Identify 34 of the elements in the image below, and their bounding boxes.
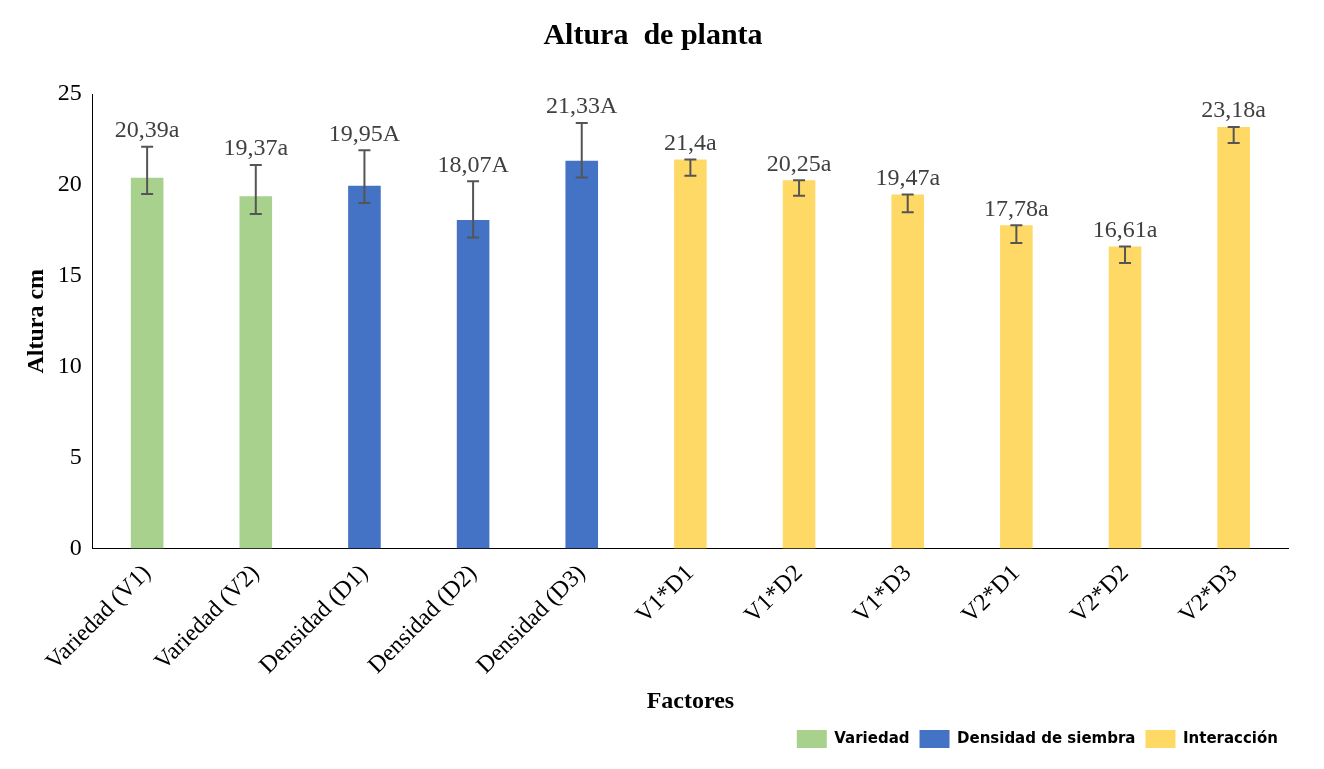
bar: [348, 185, 381, 549]
data-label: 16,61a: [1092, 215, 1158, 242]
data-label: 19,37a: [223, 134, 289, 161]
chart-title: Altura de planta: [543, 16, 763, 50]
data-label: 20,39a: [114, 116, 180, 143]
legend-label: Densidad de siembra: [957, 728, 1136, 747]
data-label: 18,07A: [437, 150, 510, 177]
data-label: 19,95A: [328, 119, 401, 146]
bar: [1000, 225, 1033, 549]
y-tick-label: 10: [57, 351, 82, 378]
data-label: 19,47a: [875, 163, 941, 190]
y-tick-label: 5: [69, 442, 82, 469]
bar: [782, 180, 816, 549]
y-tick-label: 15: [57, 261, 82, 288]
bar: [565, 160, 599, 549]
bar: [1108, 246, 1142, 549]
data-label: 17,78a: [984, 194, 1050, 221]
bar: [674, 159, 707, 549]
legend-label: Interacción: [1182, 728, 1279, 747]
data-label: 23,18a: [1201, 96, 1267, 123]
bar: [130, 177, 164, 549]
bar: [891, 194, 925, 549]
bar: [239, 196, 273, 549]
bar: [456, 219, 490, 549]
y-tick-label: 25: [57, 79, 82, 106]
bar: [1217, 127, 1250, 549]
data-label: 21,4a: [664, 128, 718, 155]
data-label: 21,33A: [546, 92, 619, 119]
y-axis-title: Altura cm: [21, 268, 48, 374]
y-tick-label: 20: [57, 170, 82, 197]
data-label: 20,25a: [766, 149, 832, 176]
legend-label: Variedad: [834, 728, 910, 747]
y-tick-label: 0: [69, 533, 82, 560]
x-axis-title: Factores: [646, 686, 735, 713]
